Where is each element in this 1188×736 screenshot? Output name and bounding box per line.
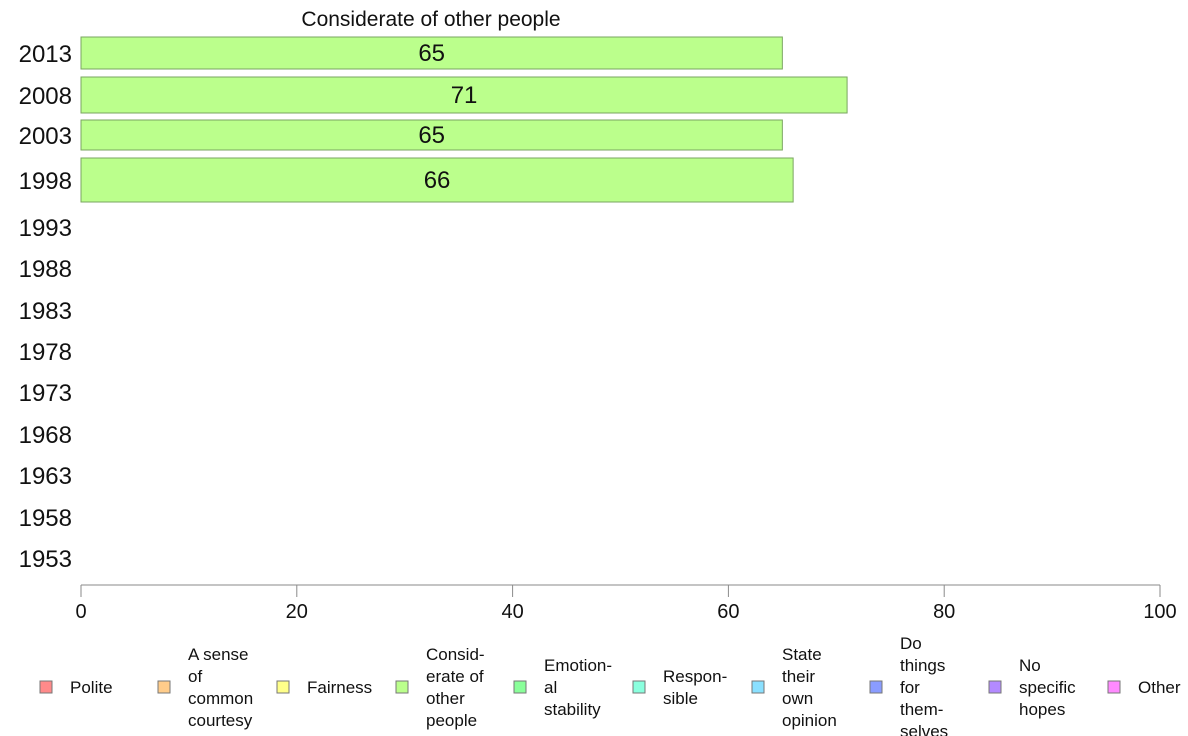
y-tick-label: 1993 <box>19 215 72 242</box>
y-tick-label: 2008 <box>19 83 72 110</box>
legend-label: Respon-sible <box>663 667 727 708</box>
bar-value-label: 65 <box>418 40 445 67</box>
legend-label: Do things for them-selves <box>900 634 948 736</box>
x-tick-label: 20 <box>286 601 308 623</box>
chart-title: Considerate of other people <box>301 8 560 31</box>
bar-2008 <box>80 76 848 114</box>
x-tick-label: 0 <box>75 601 86 623</box>
y-tick-label: 1978 <box>19 339 72 366</box>
legend-label: Emotion-al stability <box>544 656 612 719</box>
x-tick-label: 80 <box>933 601 955 623</box>
legend-swatch <box>751 680 765 694</box>
y-tick-label: 2013 <box>19 41 72 68</box>
y-tick-label: 1953 <box>19 546 72 573</box>
legend-label: Consid-erate of other people <box>426 645 485 730</box>
x-tick-label: 60 <box>717 601 739 623</box>
legend-label: Other <box>1138 678 1181 697</box>
bar-value-label: 65 <box>418 122 445 149</box>
y-tick-label: 1973 <box>19 380 72 407</box>
y-tick-label: 1983 <box>19 298 72 325</box>
x-axis: 0 20 40 60 80 100 <box>75 584 1177 623</box>
y-tick-label: 1968 <box>19 422 72 449</box>
legend-swatch <box>157 680 171 694</box>
bar-2013 <box>80 36 783 70</box>
legend-label: Polite <box>70 678 113 697</box>
x-tick-label: 100 <box>1143 601 1176 623</box>
legend-label: A sense of common courtesy <box>188 645 253 730</box>
y-tick-label: 1963 <box>19 463 72 490</box>
legend-swatch <box>869 680 883 694</box>
legend-swatch <box>1107 680 1121 694</box>
legend-swatch <box>632 680 646 694</box>
bar-1998 <box>80 157 794 203</box>
legend-swatch <box>276 680 290 694</box>
y-tick-label: 1958 <box>19 505 72 532</box>
legend-label: State their own opinion <box>782 645 837 730</box>
bar-2003 <box>80 119 783 151</box>
x-tick-label: 40 <box>501 601 523 623</box>
legend-label: No specific hopes <box>1019 656 1076 719</box>
bar-value-label: 66 <box>424 167 451 194</box>
legend-swatch <box>988 680 1002 694</box>
y-tick-label: 1988 <box>19 256 72 283</box>
legend-swatch <box>513 680 527 694</box>
legend-label: Fairness <box>307 678 372 697</box>
y-tick-label: 1998 <box>19 168 72 195</box>
y-tick-label: 2003 <box>19 123 72 150</box>
y-axis-labels: 2013 2008 2003 1998 1993 1988 1983 1978 1973 1968… <box>19 41 72 573</box>
legend: Polite A sense of common courtesy Fairness Con… <box>39 634 1181 736</box>
bar-value-label: 71 <box>451 82 478 109</box>
legend-swatch <box>39 680 53 694</box>
legend-swatch <box>395 680 409 694</box>
